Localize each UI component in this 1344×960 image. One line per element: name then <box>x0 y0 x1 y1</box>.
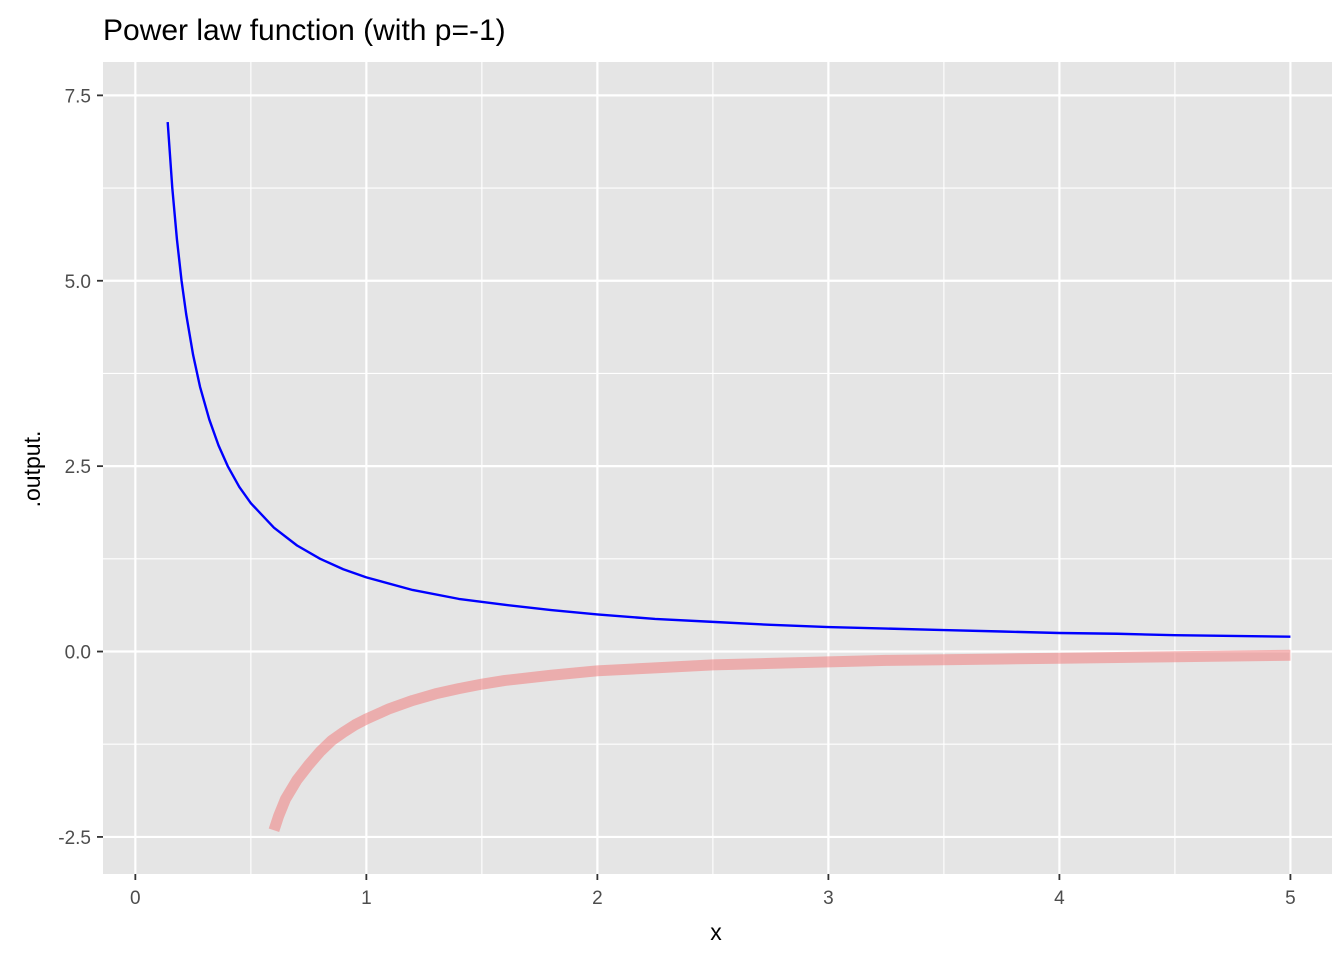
major-gridlines <box>103 62 1332 874</box>
x-axis-title: x <box>710 919 722 945</box>
chart-title: Power law function (with p=-1) <box>103 14 506 47</box>
y-axis: -2.5 0.0 2.5 5.0 7.5 <box>58 86 103 849</box>
series-line-1 <box>166 121 1291 638</box>
x-tick-label: 0 <box>130 888 141 909</box>
y-axis-title: .output. <box>19 431 45 508</box>
minor-gridlines <box>103 62 1332 874</box>
x-tick-label: 1 <box>361 888 372 909</box>
x-tick-label: 2 <box>592 888 603 909</box>
series-layer <box>166 121 1291 832</box>
plot-panel <box>103 62 1332 874</box>
x-axis: 0 1 2 3 4 5 <box>130 874 1296 909</box>
y-tick-label: 7.5 <box>65 86 91 107</box>
x-tick-label: 5 <box>1285 888 1296 909</box>
x-tick-label: 3 <box>823 888 834 909</box>
y-tick-label: -2.5 <box>58 828 91 849</box>
y-tick-label: 0.0 <box>65 643 91 664</box>
y-tick-label: 2.5 <box>65 457 91 478</box>
y-tick-label: 5.0 <box>65 272 91 293</box>
x-tick-label: 4 <box>1054 888 1065 909</box>
series-line-2 <box>268 649 1291 832</box>
